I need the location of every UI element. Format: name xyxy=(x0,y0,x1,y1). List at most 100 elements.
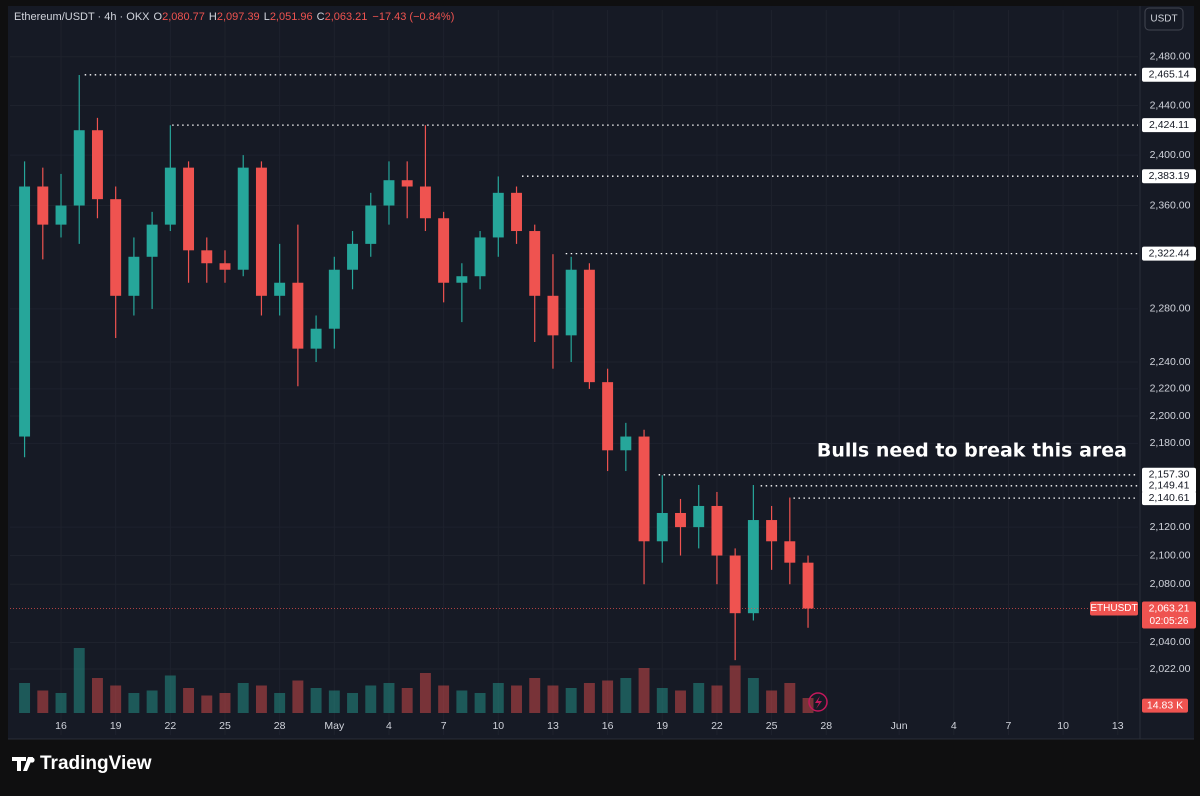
y-tick-label: 2,100.00 xyxy=(1150,549,1191,561)
candle-body xyxy=(729,555,741,614)
candle-body xyxy=(110,199,122,296)
y-tick-label: 2,280.00 xyxy=(1150,303,1191,315)
level-label: 2,383.19 xyxy=(1149,170,1190,182)
level-tag xyxy=(1142,118,1196,133)
volume-bar xyxy=(328,690,340,713)
volume-bar xyxy=(19,683,31,713)
candle-body xyxy=(383,180,395,206)
candle-body xyxy=(456,276,468,283)
candle-body xyxy=(255,167,267,296)
candle-layer xyxy=(19,74,814,661)
volume-bar xyxy=(201,695,213,713)
volume-bar xyxy=(110,685,122,713)
x-tick-label: 7 xyxy=(441,720,447,732)
candle-body xyxy=(656,512,668,542)
volume-bar xyxy=(365,685,377,713)
volume-bar xyxy=(529,678,541,713)
volume-bar xyxy=(347,693,359,713)
x-tick-label: 19 xyxy=(110,720,122,732)
alert-icon[interactable] xyxy=(808,692,828,712)
x-tick-label: 22 xyxy=(711,720,723,732)
c-value: 2,063.21 xyxy=(325,11,368,23)
l-label: L xyxy=(264,11,270,23)
countdown: 02:05:26 xyxy=(1150,616,1189,627)
candle-body xyxy=(675,512,686,528)
candle-body xyxy=(237,167,249,270)
candle-body xyxy=(19,186,31,437)
volume-bar xyxy=(492,683,504,713)
x-tick-label: 22 xyxy=(164,720,176,732)
candle-body xyxy=(91,130,103,200)
volume-bar xyxy=(237,683,249,713)
volume-bar xyxy=(419,673,431,713)
candle-body xyxy=(511,192,522,232)
level-label: 2,465.14 xyxy=(1149,69,1190,81)
candle-body xyxy=(365,205,377,244)
candle-body xyxy=(419,186,431,219)
volume-bar xyxy=(583,683,595,713)
level-label: 2,157.30 xyxy=(1149,469,1190,481)
level-tag xyxy=(1142,169,1196,184)
volume-bar xyxy=(638,668,650,713)
symbol-label: ETHUSDT xyxy=(1090,603,1137,614)
candle-body xyxy=(602,382,614,451)
x-tick-label: May xyxy=(324,720,345,732)
candle-body xyxy=(529,231,541,296)
brand-logo xyxy=(12,757,33,771)
volume-bar xyxy=(292,680,304,713)
candle-body xyxy=(310,328,322,349)
o-label: O xyxy=(154,11,163,23)
volume-tag xyxy=(1142,698,1188,713)
chart-background xyxy=(8,6,1194,739)
level-layer: 2,465.14 2,424.11 2,383.19 2,322.44 2,157.30… xyxy=(10,67,1196,713)
y-tick-label: 2,220.00 xyxy=(1150,383,1191,395)
volume-bar xyxy=(383,683,395,713)
level-label: 2,149.41 xyxy=(1149,480,1190,492)
volume-bar xyxy=(784,683,796,713)
y-tick-label: 2,360.00 xyxy=(1150,199,1191,211)
candle-body xyxy=(292,282,304,349)
level-label: 2,140.61 xyxy=(1149,492,1190,504)
volume-bar xyxy=(565,688,577,713)
y-tick-label: 2,200.00 xyxy=(1150,410,1191,422)
c-label: C xyxy=(317,11,325,23)
volume-bar xyxy=(73,648,85,713)
y-tick-label: 2,040.00 xyxy=(1150,636,1191,648)
axis-layer: 2,480.00 2,440.00 2,400.00 2,360.00 2,280.00… xyxy=(55,51,1190,732)
level-tag xyxy=(1142,67,1196,82)
candle-body xyxy=(164,167,176,225)
volume-bar xyxy=(255,685,267,713)
volume-layer xyxy=(19,648,814,713)
x-tick-label: 13 xyxy=(1112,720,1124,732)
candle-body xyxy=(73,130,85,206)
candle-body xyxy=(37,186,49,225)
x-tick-label: 13 xyxy=(547,720,559,732)
volume-bar xyxy=(146,690,158,713)
volume-bar xyxy=(183,688,195,713)
volume-bar xyxy=(37,690,49,713)
volume-bar xyxy=(91,678,103,713)
candle-body xyxy=(638,436,650,542)
candle-body xyxy=(583,269,595,383)
header: Ethereum/USDT · 4h · OKX O2,080.77 H2,097.… xyxy=(14,11,454,23)
candle-body xyxy=(711,505,723,556)
h-value: 2,097.39 xyxy=(217,11,260,23)
volume-bar xyxy=(456,690,468,713)
currency-button[interactable] xyxy=(1144,7,1184,31)
volume-label: 14.83 K xyxy=(1147,699,1183,711)
o-value: 2,080.77 xyxy=(162,11,205,23)
candle-body xyxy=(183,167,195,251)
volume-bar xyxy=(274,693,286,713)
candle-body xyxy=(128,256,140,296)
level-tag xyxy=(1142,478,1196,493)
volume-bar xyxy=(747,678,759,713)
currency[interactable]: USDT xyxy=(1150,14,1177,25)
brand-logo-dot xyxy=(29,757,35,763)
volume-bar xyxy=(547,685,559,713)
candle-body xyxy=(565,269,577,336)
candle-body xyxy=(274,282,286,296)
x-tick-label: 10 xyxy=(492,720,504,732)
candle-body xyxy=(492,192,504,238)
brand: TradingView xyxy=(40,753,152,774)
